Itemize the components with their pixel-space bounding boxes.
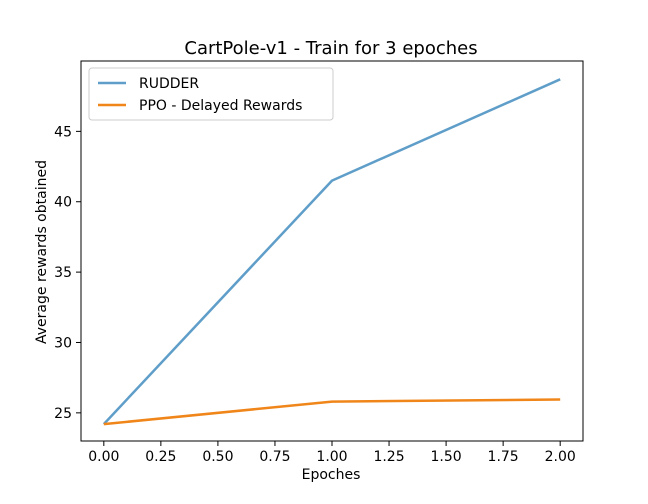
x-tick-label: 0.25 xyxy=(145,449,176,465)
chart-title: CartPole-v1 - Train for 3 epoches xyxy=(184,38,477,59)
y-axis-label: Average rewards obtained xyxy=(34,160,50,344)
legend-label: RUDDER xyxy=(139,76,199,92)
series-line-rudder xyxy=(102,78,561,425)
legend-box xyxy=(88,67,334,121)
x-tick-label: 1.50 xyxy=(431,449,462,465)
x-tick-label: 0.75 xyxy=(259,449,290,465)
series-line-ppo-delayed-rewards xyxy=(103,398,561,426)
y-tick-label: 40 xyxy=(54,195,72,211)
x-tick-label: 2.00 xyxy=(545,449,576,465)
y-tick-label: 25 xyxy=(54,406,72,422)
y-tick-label: 30 xyxy=(54,335,72,351)
x-axis-label: Epoches xyxy=(302,467,361,483)
legend-label: PPO - Delayed Rewards xyxy=(139,98,302,114)
legend: RUDDER PPO - Delayed Rewards xyxy=(88,67,334,121)
y-tick-label: 45 xyxy=(54,124,72,140)
x-tick-label: 1.25 xyxy=(373,449,404,465)
x-tick-label: 0.00 xyxy=(88,449,119,465)
x-tick-label: 1.75 xyxy=(488,449,519,465)
x-tick-label: 0.50 xyxy=(202,449,233,465)
x-tick-label: 1.00 xyxy=(316,449,347,465)
plot-area: 0.00 0.25 0.50 0.75 1.00 1.25 1.50 1.75 2.00 25 30… xyxy=(54,60,584,465)
y-tick-label: 35 xyxy=(54,265,72,281)
